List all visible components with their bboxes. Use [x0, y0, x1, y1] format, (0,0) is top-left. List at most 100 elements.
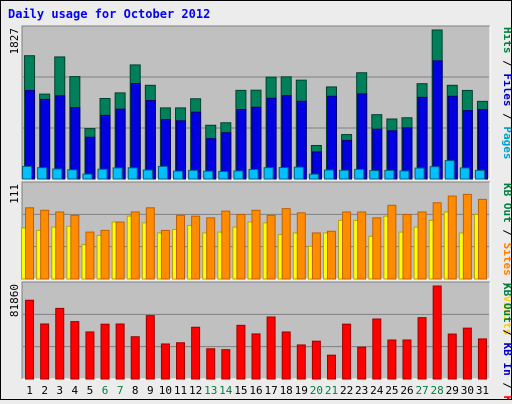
- x-tick-label: 6: [102, 384, 109, 397]
- files-bar: [130, 83, 141, 180]
- kbf-bar: [342, 323, 352, 380]
- sites-bar: [357, 211, 367, 280]
- legend-item: KB Out: [501, 283, 511, 323]
- y-max-label: 111: [8, 184, 21, 204]
- files-bar: [25, 89, 36, 180]
- sites-bar: [372, 217, 382, 280]
- pages-bar: [323, 169, 334, 180]
- kbf-bar: [85, 331, 95, 380]
- x-tick-label: 16: [249, 384, 262, 397]
- x-tick-label: 1: [26, 384, 33, 397]
- pages-bar: [37, 167, 48, 180]
- kbf-bar: [40, 323, 50, 380]
- pages-bar: [474, 169, 485, 180]
- legend-3: KB Out / KB In / KB F: [501, 283, 511, 399]
- kbf-bar: [55, 307, 65, 380]
- x-tick-label: 14: [219, 384, 233, 397]
- plot-border-dark: [21, 281, 490, 379]
- kbf-bar: [372, 318, 382, 380]
- x-tick-label: 20: [310, 384, 323, 397]
- files-bar: [266, 97, 277, 180]
- kbf-bar: [477, 338, 487, 380]
- x-tick-label: 8: [132, 384, 139, 397]
- x-tick-label: 18: [280, 384, 293, 397]
- legend-separator: /: [501, 107, 511, 127]
- legend-2: KB Out / Sites / Visits: [501, 183, 511, 335]
- sites-bar: [40, 209, 50, 280]
- sites-bar: [176, 214, 186, 280]
- legend-separator: /: [501, 323, 511, 343]
- kbf-bar: [251, 333, 261, 380]
- sites-bar: [326, 230, 336, 280]
- legend-item: Visits: [501, 296, 511, 336]
- legend-separator: /: [501, 376, 511, 396]
- files-bar: [326, 95, 337, 180]
- sites-bar: [160, 229, 170, 280]
- sites-bar: [130, 211, 140, 280]
- x-tick-label: 29: [446, 384, 459, 397]
- pages-bar: [339, 169, 350, 180]
- pages-bar: [67, 169, 78, 180]
- kbf-bar: [160, 343, 170, 380]
- sites-bar: [281, 208, 291, 280]
- plot-border-dark: [21, 25, 490, 179]
- pages-bar: [444, 160, 455, 180]
- kbf-bar: [100, 323, 110, 380]
- sites-bar: [191, 215, 201, 280]
- files-bar: [40, 98, 51, 180]
- sites-bar: [115, 221, 125, 280]
- kbf-bar: [281, 331, 291, 380]
- pages-bar: [384, 169, 395, 180]
- sites-bar: [145, 207, 155, 280]
- sites-bar: [251, 209, 261, 280]
- kbf-bar: [115, 323, 125, 380]
- legend-item: KB F: [501, 396, 511, 399]
- x-tick-label: 7: [117, 384, 124, 397]
- pages-bar: [188, 169, 199, 180]
- kbf-bar: [402, 339, 412, 380]
- pages-bar: [263, 167, 274, 180]
- sites-bar: [402, 213, 412, 280]
- sites-bar: [236, 213, 246, 280]
- x-tick-label: 23: [355, 384, 368, 397]
- pages-bar: [278, 167, 289, 180]
- x-tick-label: 31: [476, 384, 489, 397]
- x-tick-label: 13: [204, 384, 217, 397]
- pages-bar: [157, 165, 168, 180]
- pages-bar: [218, 170, 229, 180]
- files-bar: [417, 96, 428, 180]
- legend-separator: /: [501, 223, 511, 243]
- sites-bar: [432, 202, 442, 280]
- x-tick-label: 19: [295, 384, 308, 397]
- kbf-bar: [221, 349, 231, 380]
- x-tick-label: 26: [400, 384, 413, 397]
- x-tick-label: 3: [56, 384, 63, 397]
- legend-item: KB Out: [501, 183, 511, 223]
- y-max-label: 81860: [8, 284, 21, 317]
- sites-bar: [342, 211, 352, 280]
- pages-bar: [293, 166, 304, 180]
- kbf-bar: [387, 339, 397, 380]
- pages-bar: [52, 168, 63, 180]
- sites-bar: [462, 193, 472, 280]
- y-max-label: 1827: [8, 28, 21, 55]
- kbf-bar: [176, 342, 186, 380]
- x-tick-label: 24: [370, 384, 384, 397]
- sites-bar: [417, 211, 427, 280]
- kbf-bar: [25, 299, 35, 380]
- files-bar: [432, 60, 443, 180]
- sites-bar: [221, 210, 231, 280]
- kbf-bar: [70, 321, 80, 380]
- kbf-bar: [432, 285, 442, 380]
- x-tick-label: 15: [234, 384, 247, 397]
- sites-bar: [25, 207, 35, 280]
- files-bar: [281, 95, 292, 180]
- legend-item: Pages: [501, 126, 511, 159]
- legend-separator: /: [501, 54, 511, 74]
- legend-1: Hits / Files / Pages: [501, 27, 511, 160]
- sites-bar: [100, 229, 110, 280]
- kbf-bar: [236, 324, 246, 380]
- files-bar: [176, 120, 187, 180]
